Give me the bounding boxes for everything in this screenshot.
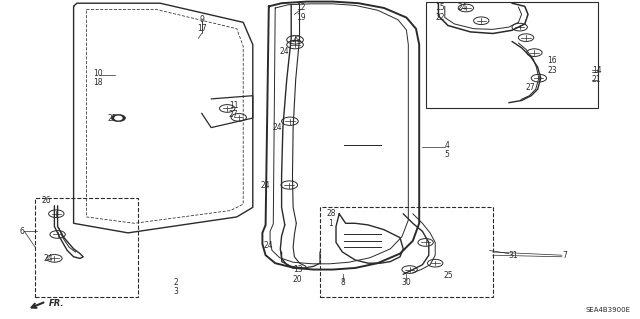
- Text: 20: 20: [292, 275, 303, 284]
- Text: 19: 19: [296, 13, 306, 22]
- Text: 24: 24: [264, 241, 274, 250]
- Text: 30: 30: [401, 278, 412, 287]
- Text: 31: 31: [509, 251, 518, 260]
- Text: 27: 27: [525, 83, 535, 92]
- Text: 17: 17: [196, 24, 207, 33]
- Text: 26: 26: [41, 197, 51, 205]
- Text: 24: 24: [457, 4, 467, 12]
- Text: 10: 10: [93, 69, 102, 78]
- Text: 18: 18: [93, 78, 102, 87]
- Text: 11: 11: [229, 101, 238, 110]
- Text: 13: 13: [292, 265, 303, 274]
- Text: 29: 29: [291, 35, 301, 44]
- Bar: [320, 207, 493, 297]
- Circle shape: [115, 116, 122, 120]
- Text: 6: 6: [19, 227, 24, 236]
- Bar: [35, 198, 138, 297]
- Text: 28: 28: [326, 209, 335, 218]
- Text: 21: 21: [592, 75, 602, 84]
- Bar: [426, 2, 598, 108]
- Text: 16: 16: [547, 56, 557, 65]
- Text: 7: 7: [562, 251, 567, 260]
- Text: 25: 25: [107, 114, 117, 122]
- Text: 15: 15: [435, 4, 445, 12]
- Text: 22: 22: [436, 13, 445, 22]
- Text: 24: 24: [43, 254, 53, 263]
- Text: 27: 27: [228, 110, 239, 119]
- Text: SEA4B3900E: SEA4B3900E: [586, 307, 630, 313]
- Text: 8: 8: [340, 278, 346, 287]
- Text: 5: 5: [445, 150, 450, 159]
- Text: 24: 24: [260, 181, 271, 189]
- Text: 12: 12: [296, 4, 305, 12]
- Text: 9: 9: [199, 15, 204, 24]
- Text: 23: 23: [547, 66, 557, 75]
- Text: 2: 2: [173, 278, 179, 287]
- Text: 3: 3: [173, 287, 179, 296]
- Text: 4: 4: [445, 141, 450, 150]
- Text: FR.: FR.: [49, 299, 64, 308]
- Text: 14: 14: [592, 66, 602, 75]
- Text: 24: 24: [272, 123, 282, 132]
- Text: 1: 1: [328, 219, 333, 228]
- Text: 25: 25: [443, 271, 453, 280]
- Text: 24: 24: [280, 47, 290, 56]
- Circle shape: [111, 115, 125, 122]
